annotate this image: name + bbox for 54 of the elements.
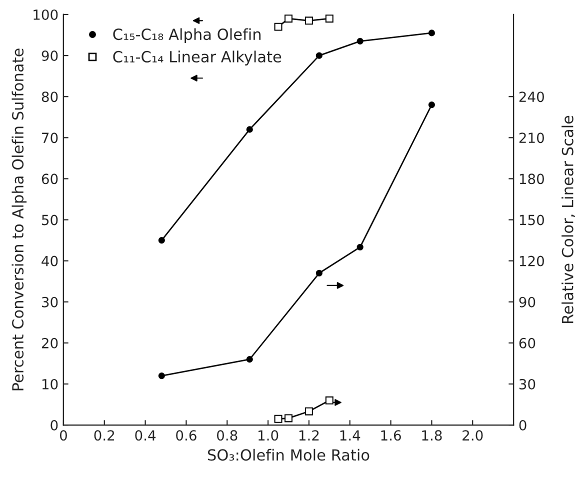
x-tick-label: 2.0	[462, 430, 483, 441]
point	[284, 14, 292, 23]
y-tick-label: 90	[42, 50, 58, 62]
point	[304, 16, 313, 25]
point	[428, 102, 435, 108]
legend-label: C₁₁-C₁₄ Linear Alkylate	[113, 50, 282, 66]
y-tick-label: 70	[42, 132, 58, 144]
x-tick-label: 0.8	[217, 430, 238, 441]
x-tick-label: 1.6	[381, 430, 401, 441]
point	[325, 14, 334, 23]
x-axis-title: SO₃:Olefin Mole Ratio	[208, 448, 370, 461]
point	[316, 270, 322, 276]
point	[246, 126, 253, 133]
y-tick-label: 60	[42, 174, 58, 184]
point	[274, 22, 282, 31]
x-tick-label: 1.0	[258, 430, 278, 441]
y2-tick-label: 210	[519, 132, 544, 144]
point	[356, 244, 364, 250]
y-tick-label: 80	[42, 92, 58, 102]
y-axis-title: Percent Conversion to Alpha Olefin Sulfonate	[12, 48, 27, 390]
y2-tick-label: 60	[519, 338, 536, 348]
point	[158, 372, 165, 380]
y-tick-label: 10	[42, 378, 58, 390]
point	[316, 52, 322, 59]
point	[274, 414, 282, 423]
point	[304, 407, 313, 416]
x-tick-label: 0.4	[135, 430, 156, 441]
point	[356, 38, 364, 44]
y-tick-label: 30	[42, 296, 58, 308]
y2-tick-label: 30	[519, 378, 536, 390]
x-tick-label: 0.6	[176, 430, 196, 441]
y2-tick-label: 0	[519, 420, 526, 431]
y-tick-label: 50	[42, 214, 58, 226]
y2-tick-label: 120	[520, 256, 544, 266]
y-tick-label: 0	[50, 420, 58, 431]
y2-tick-label: 240	[519, 92, 544, 102]
y2-axis-title: Relative Color, Linear Scale	[562, 116, 575, 324]
x-tick-label: 0	[60, 430, 67, 441]
x-tick-label: 1.4	[340, 430, 360, 440]
x-tick-label: 1.8	[422, 430, 442, 441]
legend-label: C₁₅-C₁₈ Alpha Olefin	[113, 28, 261, 44]
point	[325, 396, 334, 404]
y2-tick-label: 90	[519, 296, 536, 308]
x-tick-label: 0.2	[94, 430, 114, 441]
y2-tick-label: 150	[520, 214, 544, 226]
y-tick-label: 100	[34, 9, 58, 20]
y2-tick-label: 180	[520, 174, 544, 184]
x-tick-label: 1.2	[299, 430, 319, 440]
y-tick-label: 40	[42, 256, 58, 266]
point	[246, 356, 253, 363]
point	[158, 236, 165, 244]
y-tick-label: 20	[42, 338, 58, 348]
point	[284, 414, 292, 422]
point	[428, 30, 435, 36]
